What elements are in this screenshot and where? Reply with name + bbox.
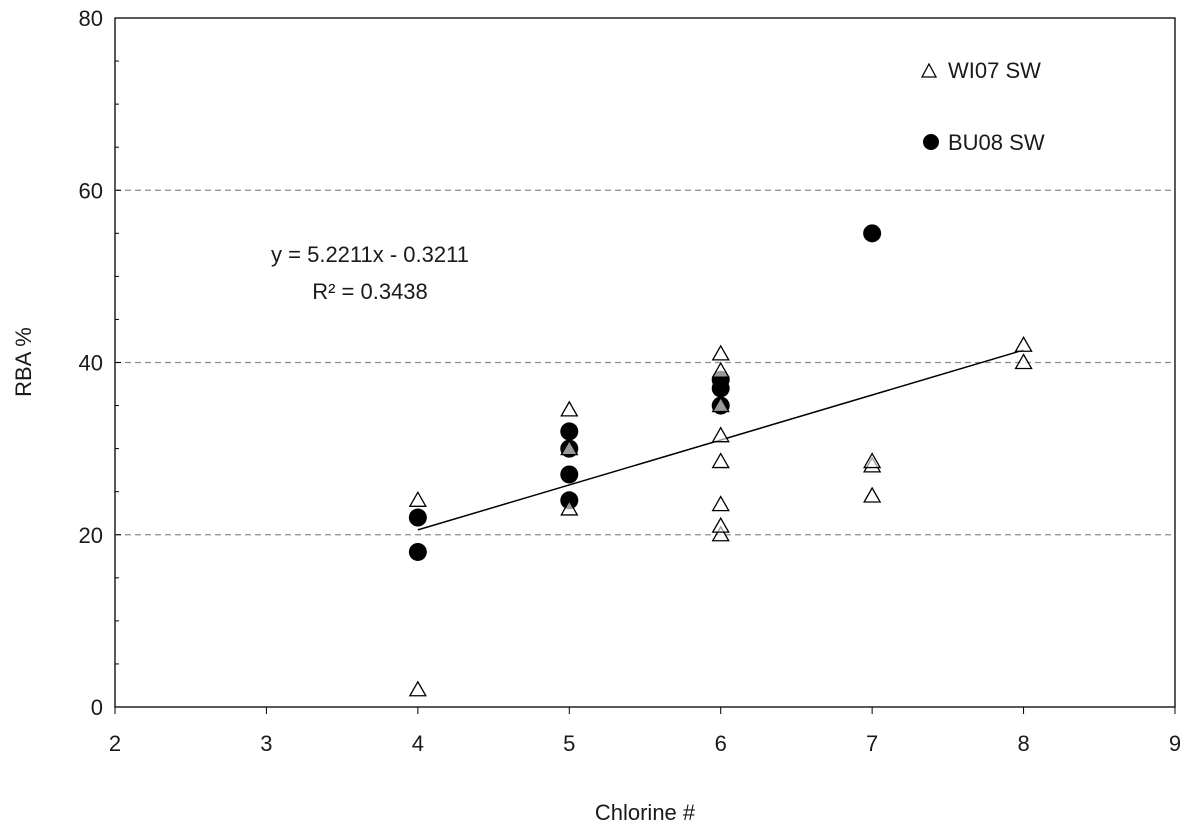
x-tick-label: 6 [715, 731, 727, 756]
data-points [408, 224, 1033, 697]
point-wi07 [1014, 335, 1033, 352]
y-tick-label: 40 [79, 351, 103, 376]
x-tick-label: 5 [563, 731, 575, 756]
point-wi07 [711, 452, 730, 469]
point-wi07 [711, 426, 730, 443]
x-tick-label: 8 [1017, 731, 1029, 756]
x-axis-ticks: 2 3 4 5 6 7 8 9 [109, 707, 1181, 756]
trendline-equation: y = 5.2211x - 0.3211 [271, 242, 469, 267]
point-bu08 [408, 542, 427, 561]
point-wi07 [863, 452, 882, 469]
y-tick-label: 0 [91, 695, 103, 720]
point-wi07 [408, 680, 427, 697]
y-axis-ticks: 0 20 40 60 80 [79, 6, 121, 720]
x-tick-label: 9 [1169, 731, 1181, 756]
point-bu08 [560, 465, 579, 484]
x-tick-label: 3 [260, 731, 272, 756]
x-axis-label: Chlorine # [595, 800, 696, 825]
point-wi07 [560, 499, 579, 516]
point-wi07 [711, 344, 730, 361]
y-axis-label: RBA % [11, 327, 36, 397]
point-wi07 [560, 439, 579, 456]
point-wi07 [1014, 353, 1033, 370]
point-bu08 [408, 508, 427, 527]
legend: WI07 SW BU08 SW [920, 58, 1045, 155]
x-tick-label: 4 [412, 731, 424, 756]
legend-marker-wi07 [920, 62, 938, 78]
point-wi07 [408, 490, 427, 507]
point-wi07 [863, 486, 882, 503]
point-wi07 [711, 516, 730, 533]
point-wi07 [711, 396, 730, 413]
y-tick-label: 80 [79, 6, 103, 31]
gridlines [115, 189, 1175, 536]
point-wi07 [711, 525, 730, 542]
point-wi07 [560, 400, 579, 417]
x-tick-label: 7 [866, 731, 878, 756]
point-wi07 [711, 361, 730, 378]
point-bu08 [863, 224, 882, 243]
point-bu08 [560, 422, 579, 441]
trendline-r-squared: R² = 0.3438 [312, 279, 428, 304]
y-tick-label: 60 [79, 178, 103, 203]
legend-label-bu08: BU08 SW [948, 130, 1045, 155]
x-tick-label: 2 [109, 731, 121, 756]
legend-marker-bu08 [923, 134, 939, 150]
legend-label-wi07: WI07 SW [948, 58, 1041, 83]
point-wi07 [711, 495, 730, 512]
y-tick-label: 20 [79, 523, 103, 548]
